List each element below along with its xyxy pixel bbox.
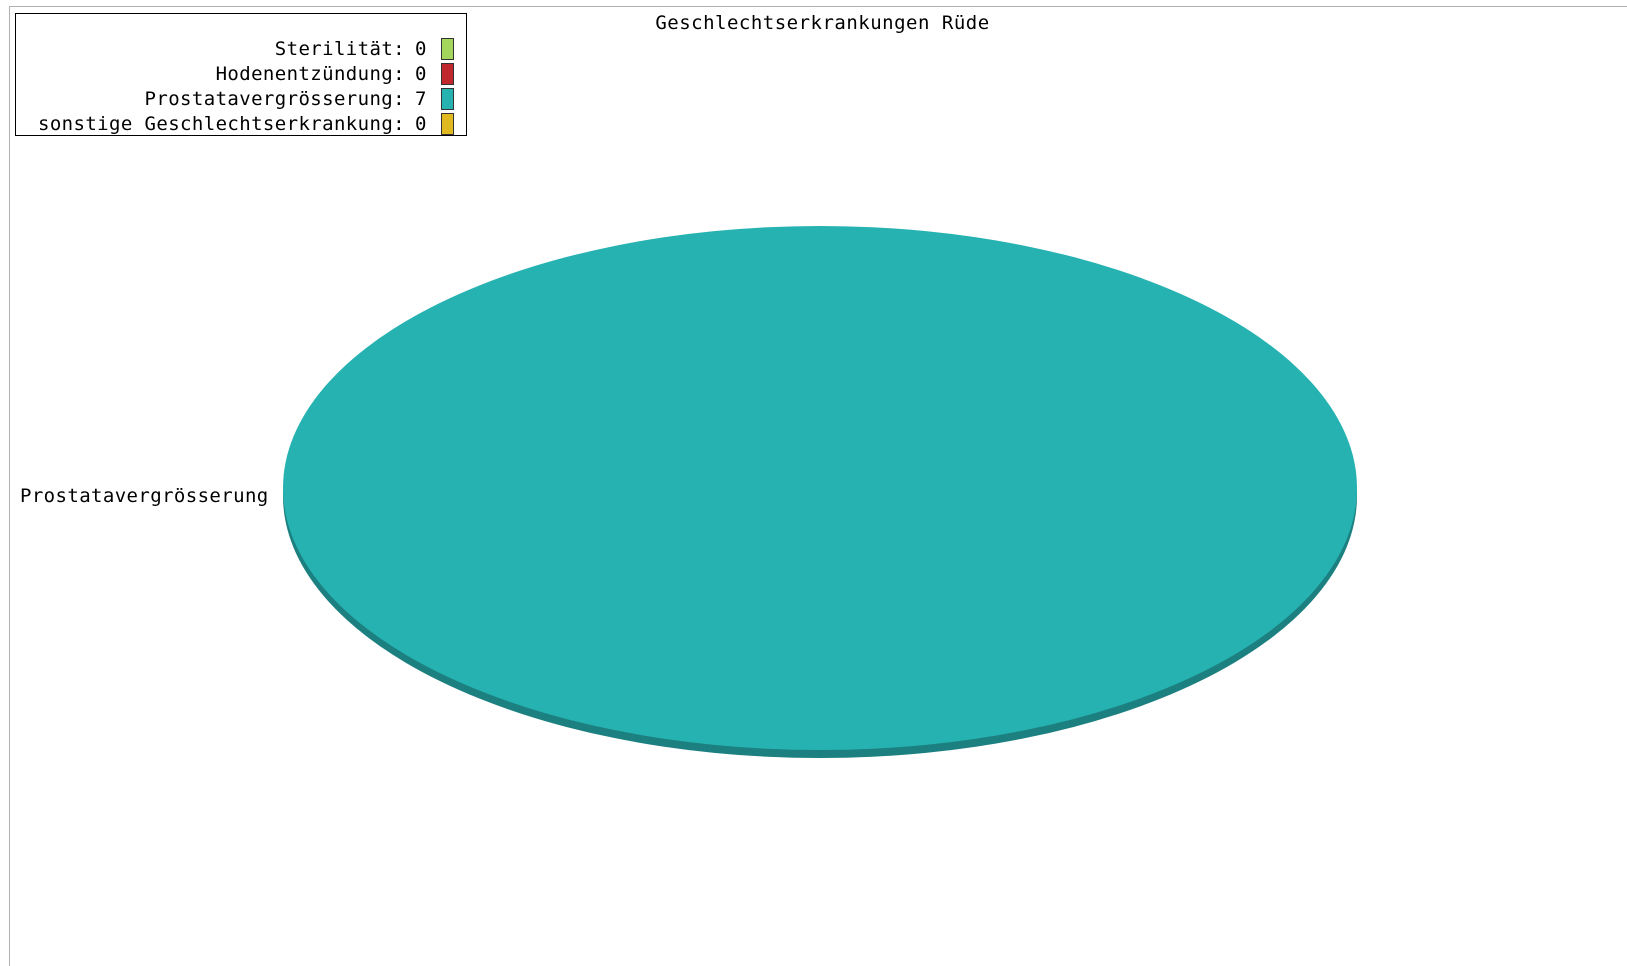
legend-swatch [441, 88, 454, 110]
legend: Sterilität: 0 Hodenentzündung: 0 Prostat… [15, 13, 467, 136]
legend-value: 0 [415, 63, 427, 85]
legend-item-prostatavergroesserung: Prostatavergrösserung: 7 [145, 87, 454, 111]
legend-item-sterilitaet: Sterilität: 0 [275, 37, 454, 61]
legend-swatch [441, 113, 454, 135]
legend-swatch [441, 38, 454, 60]
chart-frame [9, 6, 1627, 966]
slice-label: Prostatavergrösserung [20, 485, 269, 507]
legend-label: Hodenentzündung: [215, 63, 405, 85]
legend-item-hodenentzuendung: Hodenentzündung: 0 [216, 62, 454, 86]
chart-title: Geschlechtserkrankungen Rüde [655, 12, 990, 34]
legend-label: Sterilität: [274, 38, 405, 60]
legend-label: sonstige Geschlechtserkrankung: [37, 113, 405, 135]
legend-value: 0 [415, 113, 427, 135]
legend-item-sonstige: sonstige Geschlechtserkrankung: 0 [38, 112, 454, 136]
legend-value: 0 [415, 38, 427, 60]
legend-label: Prostatavergrösserung: [144, 88, 405, 110]
legend-swatch [441, 63, 454, 85]
pie-slice-prostatavergr-sserung [283, 226, 1357, 750]
legend-value: 7 [415, 88, 427, 110]
